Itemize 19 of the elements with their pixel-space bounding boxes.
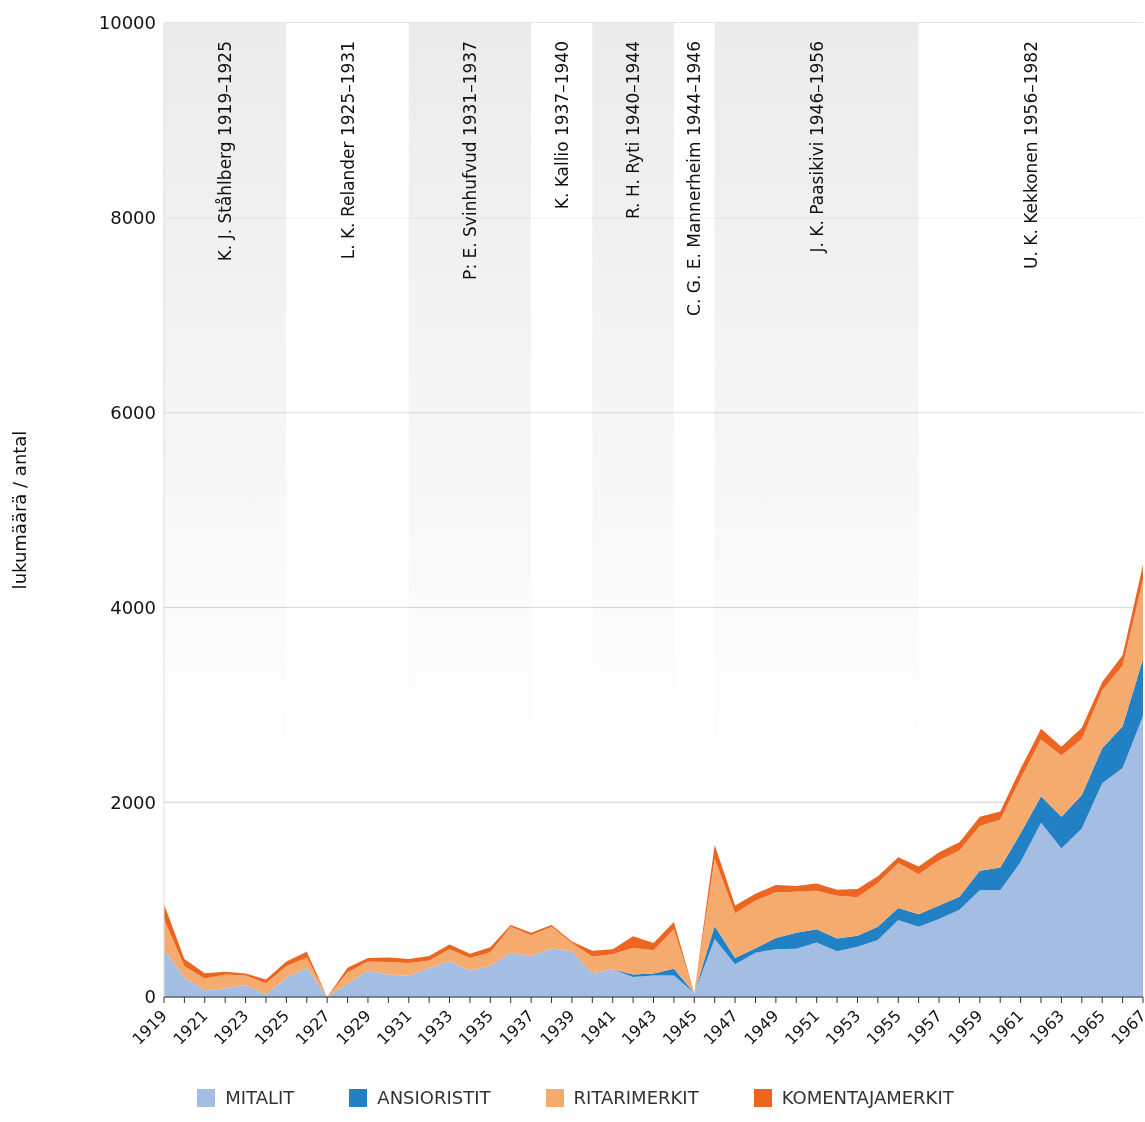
y-tick-label: 4000 <box>110 596 156 618</box>
band-label: K. Kallio 1937–1940 <box>551 41 572 210</box>
y-tick-label: 8000 <box>110 207 156 229</box>
band-label: K. J. Ståhlberg 1919–1925 <box>215 41 236 262</box>
y-tick-label: 2000 <box>110 791 156 813</box>
band-label: R. H. Ryti 1940–1944 <box>623 41 644 220</box>
band-label: J. K. Paasikivi 1946–1956 <box>806 41 827 254</box>
y-tick-label: 10000 <box>98 12 156 34</box>
legend-label: RITARIMERKIT <box>573 1087 699 1108</box>
band-label: U. K. Kekkonen 1956–1982 <box>1020 41 1041 269</box>
legend-label: MITALIT <box>225 1087 295 1108</box>
band-label: P: E. Svinhufvud 1931–1937 <box>459 41 480 280</box>
y-tick-label: 6000 <box>110 401 156 423</box>
legend-label: ANSIORISTIT <box>377 1087 491 1108</box>
band-label: L. K. Relander 1925–1931 <box>337 41 358 260</box>
legend-label: KOMENTAJAMERKIT <box>781 1087 954 1108</box>
band-label: C. G. E. Mannerheim 1944–1946 <box>684 41 705 316</box>
y-tick-label: 0 <box>144 986 156 1008</box>
y-axis-title: lukumäärä / antal <box>9 430 31 590</box>
